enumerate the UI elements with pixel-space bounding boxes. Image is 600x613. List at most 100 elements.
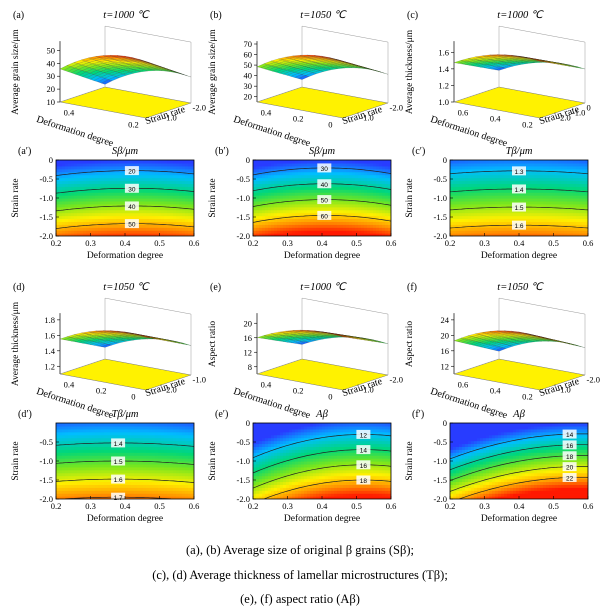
contour-cell (134, 215, 138, 220)
contour-cell (182, 203, 186, 208)
contour-cell (528, 160, 532, 164)
contour-cell (253, 227, 257, 231)
contour-cell (334, 162, 338, 167)
contour-cell (352, 221, 356, 225)
contour-cell (498, 180, 502, 184)
contour-cell (462, 160, 466, 164)
contour-cell (310, 192, 314, 196)
contour-cell (385, 230, 389, 234)
contour-cell (450, 221, 454, 225)
contour-cell (462, 209, 466, 214)
contour-cell (89, 162, 93, 167)
surface-cell (347, 336, 359, 340)
contour-cell (525, 203, 529, 208)
contour-cell (62, 195, 66, 199)
contour-cell (498, 233, 502, 236)
contour-cell (280, 171, 284, 176)
contour-cell (182, 230, 186, 234)
z-tick-label: 70 (244, 39, 253, 49)
contour-cell (176, 200, 180, 205)
contour-cell (310, 209, 314, 214)
contour-cell (376, 183, 380, 187)
contour-cell (173, 180, 177, 184)
contour-cell (173, 174, 177, 179)
contour-cell (179, 174, 183, 179)
contour-cell (56, 425, 60, 430)
contour-cell (477, 203, 481, 208)
contour-cell (582, 186, 586, 190)
contour-cell (492, 168, 496, 173)
contour-cell (450, 206, 454, 211)
contour-cell (370, 195, 374, 199)
contour-cell (167, 212, 171, 217)
contour-cell (71, 180, 75, 184)
contour-cell (170, 227, 174, 231)
contour-cell (59, 469, 63, 474)
contour-cell (307, 174, 311, 179)
contour-cell (143, 174, 147, 179)
contour-cell (531, 177, 535, 182)
contour-cell (480, 183, 484, 187)
contour-cell (322, 227, 326, 231)
x-tick-label: 0.4 (514, 238, 525, 248)
contour-cell (80, 461, 84, 465)
contour-cell (65, 493, 69, 497)
contour-cell (95, 221, 99, 225)
contour-cell (283, 192, 287, 196)
contour-cell (262, 162, 266, 167)
contour-cell (185, 198, 189, 202)
contour-cell (471, 198, 475, 202)
contour-cell (313, 183, 317, 187)
contour-cell (65, 455, 69, 459)
contour-cell (555, 162, 559, 167)
contour-cell (149, 200, 153, 205)
contour-cell (152, 233, 156, 236)
contour-cell (340, 215, 344, 220)
contour-cell (525, 165, 529, 170)
contour-cell (537, 171, 541, 176)
contour-cell (373, 162, 377, 167)
contour-cell (465, 224, 469, 228)
contour-cell (101, 174, 105, 179)
contour-cell (62, 221, 66, 225)
contour-cell (534, 215, 538, 220)
contour-cell (510, 192, 514, 196)
contour-cell (477, 171, 481, 176)
contour-cell (295, 218, 299, 222)
contour-cell (71, 487, 75, 491)
contour-cell (262, 168, 266, 173)
contour-cell (462, 168, 466, 173)
contour-cell (453, 189, 457, 193)
surface-cell (142, 335, 154, 339)
contour-cell (101, 165, 105, 170)
contour-cell (146, 162, 150, 167)
contour-cell (573, 215, 577, 220)
contour-cell (567, 174, 571, 179)
contour-cell (328, 171, 332, 176)
contour-cell (89, 174, 93, 179)
contour-cell (170, 171, 174, 176)
contour-cell (77, 171, 81, 176)
contour-cell (543, 212, 547, 217)
contour-cell (77, 192, 81, 196)
contour-cell (277, 183, 281, 187)
contour-cell (265, 206, 269, 211)
z-tick-label: 1.2 (438, 80, 449, 90)
contour-cell (80, 484, 84, 488)
contour-cell (122, 212, 126, 217)
contour-cell (83, 484, 87, 488)
contour-cell (379, 233, 383, 236)
contour-cell (104, 180, 108, 184)
y-tick-label: 0 (443, 155, 447, 165)
contour-cell (349, 203, 353, 208)
contour-cell (256, 227, 260, 231)
back-wall-frame (59, 297, 192, 375)
contour-cell (349, 224, 353, 228)
contour-cell (101, 209, 105, 214)
contour-cell (552, 174, 556, 179)
contour-cell (522, 192, 526, 196)
contour-cell (277, 227, 281, 231)
contour-cell (74, 425, 78, 430)
contour-cell (531, 195, 535, 199)
contour-cell (65, 180, 69, 184)
